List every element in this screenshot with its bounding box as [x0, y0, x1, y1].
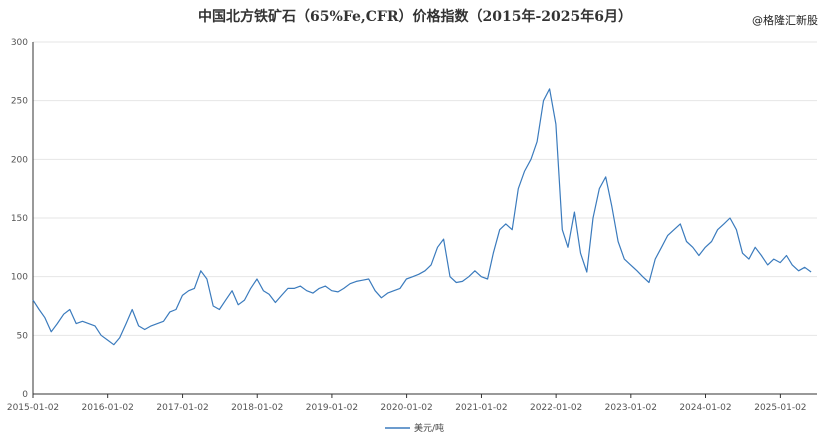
y-tick-label: 250 — [11, 97, 28, 107]
y-tick-label: 200 — [11, 155, 28, 165]
y-tick-label: 300 — [11, 38, 28, 48]
x-tick-label: 2017-01-02 — [156, 403, 208, 413]
x-tick-label: 2024-01-02 — [679, 403, 731, 413]
y-tick-label: 50 — [17, 331, 29, 341]
y-tick-label: 150 — [11, 214, 28, 224]
grid-lines — [33, 41, 817, 336]
x-tick-label: 2018-01-02 — [231, 403, 283, 413]
series-layer — [32, 88, 812, 346]
chart-title: 中国北方铁矿石（65%Fe,CFR）价格指数（2015年-2025年6月） — [198, 9, 632, 25]
series-line — [32, 88, 812, 346]
legend-label: 美元/吨 — [414, 422, 444, 434]
x-tick-label: 2021-01-02 — [455, 403, 507, 413]
y-tick-label: 0 — [22, 390, 28, 400]
x-tick-label: 2022-01-02 — [530, 403, 582, 413]
x-axis: 2015-01-02 2016-01-02 2017-01-02 2018-01-02… — [7, 393, 817, 413]
x-tick-label: 2015-01-02 — [7, 403, 59, 413]
y-axis: 0 50 100 150 200 250 300 — [11, 38, 34, 400]
legend[interactable]: 美元/吨 — [385, 422, 444, 434]
x-tick-label: 2016-01-02 — [82, 403, 134, 413]
x-tick-label: 2019-01-02 — [306, 403, 358, 413]
watermark-label: @格隆汇新股 — [752, 14, 818, 27]
x-tick-label: 2023-01-02 — [605, 403, 657, 413]
x-tick-label: 2025-01-02 — [754, 403, 806, 413]
x-tick-label: 2020-01-02 — [380, 403, 432, 413]
y-tick-label: 100 — [11, 273, 28, 283]
